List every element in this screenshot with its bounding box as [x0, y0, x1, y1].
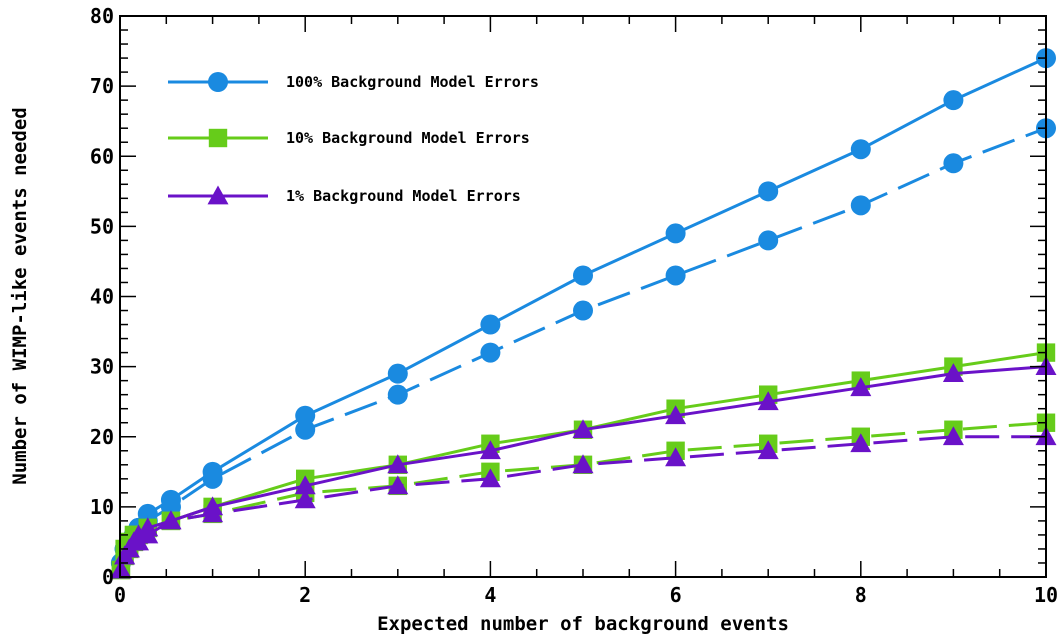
series-5-point	[942, 363, 964, 383]
legend-entry-3: 1% Background Model Errors	[168, 185, 521, 205]
series-5-point	[387, 454, 409, 474]
y-tick-label: 20	[90, 425, 114, 449]
series-1-point	[943, 90, 964, 111]
legend-label: 1% Background Model Errors	[286, 187, 521, 205]
series-2-point	[480, 342, 501, 363]
series-2-point	[202, 468, 223, 489]
series-2-point	[665, 265, 686, 286]
y-tick-label: 10	[90, 495, 114, 519]
y-tick-label: 50	[90, 214, 114, 238]
series-1-point	[573, 265, 593, 286]
series-5-point	[294, 475, 316, 495]
series-2-point	[850, 195, 871, 216]
series-1-point	[758, 181, 779, 202]
x-tick-label: 0	[114, 583, 126, 607]
series-2-point	[943, 153, 964, 174]
legend-label: 10% Background Model Errors	[286, 129, 530, 147]
series-1-point	[850, 139, 871, 160]
y-tick-label: 0	[102, 565, 114, 589]
x-tick-label: 4	[484, 583, 496, 607]
series-5-point	[572, 419, 594, 439]
x-tick-label: 10	[1034, 583, 1058, 607]
series-1-point	[480, 314, 501, 335]
legend-marker	[207, 185, 229, 205]
series-1-point	[665, 223, 686, 244]
series-5-point	[665, 405, 687, 425]
legend-entry-1: 100% Background Model Errors	[168, 72, 539, 92]
x-tick-label: 8	[855, 583, 867, 607]
legend-label: 100% Background Model Errors	[286, 73, 539, 91]
legend-marker	[208, 72, 228, 92]
y-axis-title: Number of WIMP-like events needed	[9, 107, 31, 485]
series-2-point	[295, 419, 316, 440]
series-1-point	[295, 405, 316, 426]
series-6-point	[572, 454, 594, 474]
legend: 100% Background Model Errors 10% Backgrou…	[168, 72, 539, 205]
x-axis-title: Expected number of background events	[377, 613, 789, 635]
series-6-point	[942, 426, 964, 446]
series-1-point	[387, 363, 408, 384]
series-6-point	[137, 524, 159, 544]
series-6-point	[387, 475, 409, 495]
series-6-point	[160, 510, 182, 530]
series-5-point	[479, 440, 501, 460]
x-tick-label: 2	[299, 583, 311, 607]
series-5-point	[850, 377, 872, 397]
legend-marker	[208, 128, 228, 148]
series-6-point	[850, 433, 872, 453]
y-tick-label: 60	[90, 144, 114, 168]
series-6-point	[665, 447, 687, 467]
series-2-point	[573, 300, 593, 321]
series-6-point	[757, 440, 779, 460]
series-6-point	[479, 468, 501, 488]
legend-entry-2: 10% Background Model Errors	[168, 128, 530, 148]
series-2-point	[758, 230, 779, 251]
ticks-layer: 0 2 4 6 8 10 0 10 20 30 40 50 60 70 80	[90, 4, 1058, 607]
y-tick-label: 70	[90, 74, 114, 98]
series-layer	[110, 48, 1057, 580]
series-6-point	[202, 503, 224, 523]
y-tick-label: 40	[90, 285, 114, 309]
x-tick-label: 6	[670, 583, 682, 607]
series-6-point	[128, 531, 150, 551]
series-2-point	[387, 384, 408, 405]
y-tick-label: 80	[90, 4, 114, 28]
series-5-point	[757, 391, 779, 411]
series-6-point	[294, 489, 316, 509]
y-tick-label: 30	[90, 355, 114, 379]
series-2-line	[119, 126, 1047, 564]
